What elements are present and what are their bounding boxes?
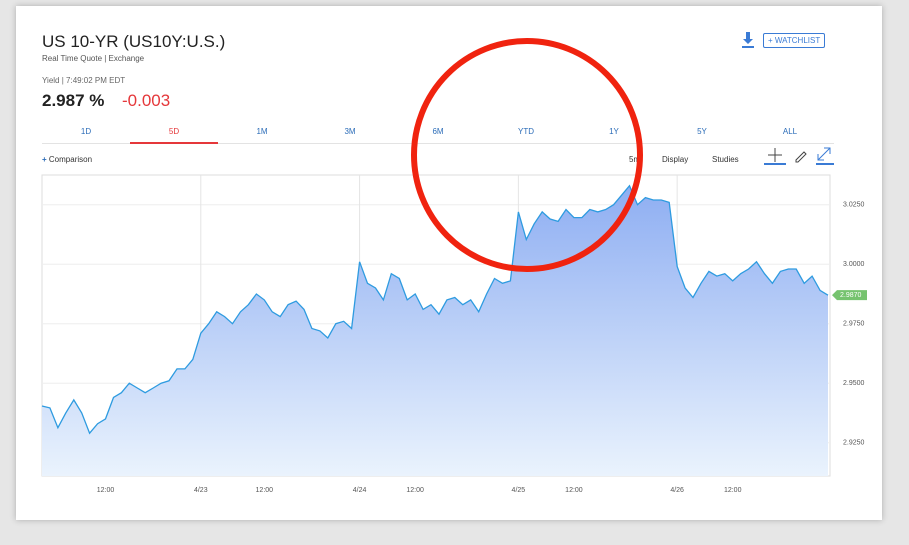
- y-tick-label: 2.9250: [843, 440, 865, 447]
- download-icon[interactable]: [742, 32, 754, 48]
- last-price-tag: [832, 290, 867, 301]
- x-tick-label: 12:00: [406, 487, 424, 494]
- comparison-button[interactable]: + Comparison: [42, 155, 93, 164]
- annotation-circle: [411, 38, 643, 272]
- tab[interactable]: YTD: [518, 127, 534, 136]
- x-tick-label: 12:00: [256, 487, 274, 494]
- tab[interactable]: 6M: [432, 127, 444, 136]
- tool-icons[interactable]: [764, 147, 834, 165]
- x-tick-label: 4/24: [353, 487, 367, 494]
- y-tick-label: 3.0000: [843, 261, 865, 268]
- x-tick-label: 4/23: [194, 487, 208, 494]
- studies-menu[interactable]: Studies: [712, 155, 739, 164]
- comparison-label: Comparison: [48, 155, 93, 164]
- y-tick-label: 3.0250: [843, 202, 865, 209]
- interval[interactable]: 5m: [629, 155, 641, 164]
- tabs: 1D 5D 1M 3M 6M YTD 1Y 5Y ALL: [42, 125, 834, 144]
- y-tick-label: 2.9750: [843, 321, 865, 328]
- tab[interactable]: 5Y: [697, 127, 707, 136]
- tab[interactable]: 3M: [344, 127, 356, 136]
- x-tick-label: 12:00: [565, 487, 583, 494]
- tab[interactable]: 1M: [256, 127, 268, 136]
- price: 2.987 %: [42, 91, 105, 110]
- tab[interactable]: 1Y: [609, 127, 619, 136]
- subtitle: Real Time Quote | Exchange: [42, 54, 145, 63]
- yield-label: Yield | 7:49:02 PM EDT: [42, 76, 126, 85]
- line: [41, 184, 829, 435]
- tab[interactable]: ALL: [782, 127, 798, 136]
- x-tick-label: 12:00: [724, 487, 742, 494]
- y-tick-label: 2.9500: [843, 380, 865, 387]
- area: [42, 185, 828, 476]
- x-tick-label: 4/25: [512, 487, 526, 494]
- tab[interactable]: 1D: [80, 127, 92, 136]
- tab[interactable]: 5D: [130, 125, 218, 144]
- change: -0.003: [122, 91, 171, 110]
- last-price-label: 2.9870: [840, 292, 862, 299]
- x-tick-label: 12:00: [97, 487, 115, 494]
- title: US 10-YR (US10Y:U.S.): [42, 32, 226, 51]
- watchlist-button[interactable]: + WATCHLIST: [763, 33, 826, 48]
- x-tick-label: 4/26: [670, 487, 684, 494]
- display-menu[interactable]: Display: [662, 155, 689, 164]
